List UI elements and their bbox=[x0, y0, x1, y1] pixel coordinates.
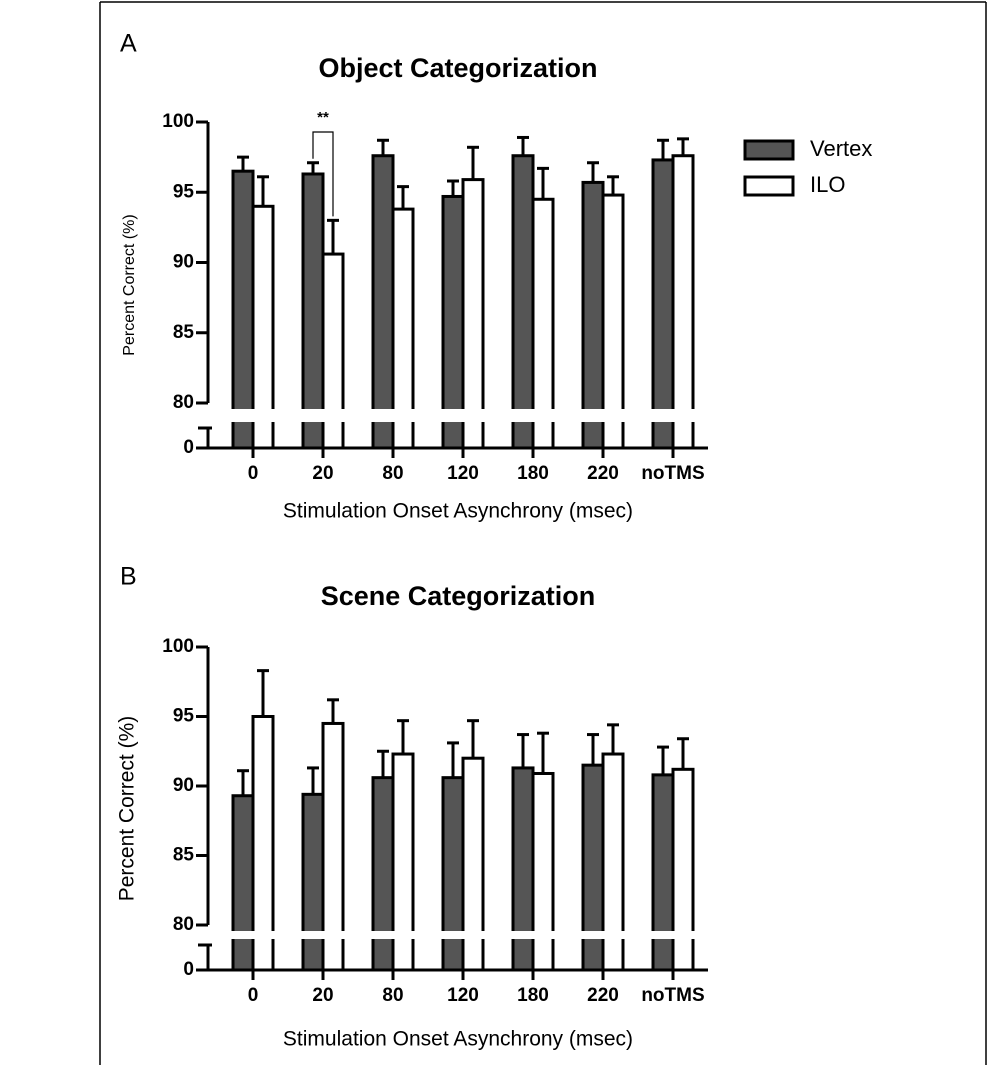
bar bbox=[581, 180, 605, 450]
x-tick-label: 120 bbox=[447, 985, 479, 1006]
legend-label: ILO bbox=[810, 172, 845, 197]
panel-label: A bbox=[120, 30, 137, 58]
bar bbox=[301, 792, 325, 972]
bar bbox=[371, 776, 395, 972]
bar bbox=[671, 154, 695, 450]
significance-label: ** bbox=[317, 109, 329, 126]
bar bbox=[371, 154, 395, 450]
x-tick-label: noTMS bbox=[641, 463, 704, 484]
x-tick-label: 220 bbox=[587, 463, 619, 484]
legend-label: Vertex bbox=[810, 136, 872, 161]
x-tick-label: 0 bbox=[248, 985, 259, 1006]
bar bbox=[231, 794, 255, 972]
y-tick-label: 90 bbox=[173, 775, 194, 796]
x-tick-label: 180 bbox=[517, 985, 549, 1006]
x-tick-label: 0 bbox=[248, 463, 259, 484]
y-tick-label: 80 bbox=[173, 914, 194, 935]
y-axis-label: Percent Correct (%) bbox=[121, 214, 138, 355]
bar bbox=[231, 169, 255, 450]
bar bbox=[511, 154, 535, 450]
x-tick-label: 80 bbox=[382, 463, 403, 484]
x-tick-label: 120 bbox=[447, 463, 479, 484]
x-tick-label: 20 bbox=[312, 985, 333, 1006]
x-tick-label: 180 bbox=[517, 463, 549, 484]
chart-title: Scene Categorization bbox=[321, 581, 596, 611]
bar bbox=[511, 766, 535, 972]
x-tick-label: noTMS bbox=[641, 985, 704, 1006]
chart-title: Object Categorization bbox=[318, 53, 597, 83]
bar bbox=[301, 172, 325, 450]
bar bbox=[461, 178, 485, 450]
axis-break-gap bbox=[193, 409, 713, 422]
bar bbox=[651, 773, 675, 972]
y-tick-label: 85 bbox=[173, 845, 195, 866]
y-tick-label: 85 bbox=[173, 322, 195, 343]
y-tick-label: 0 bbox=[183, 437, 194, 458]
legend-swatch bbox=[743, 139, 795, 161]
bar bbox=[531, 771, 555, 972]
y-axis-label: Percent Correct (%) bbox=[116, 716, 139, 902]
bar bbox=[441, 776, 465, 972]
y-tick-label: 95 bbox=[173, 181, 195, 202]
y-tick-label: 100 bbox=[162, 111, 194, 132]
axis-break-gap bbox=[193, 931, 713, 939]
y-tick-label: 100 bbox=[162, 636, 194, 657]
bar bbox=[581, 763, 605, 972]
significance-bracket bbox=[312, 131, 334, 217]
legend: Vertex ILO bbox=[743, 136, 872, 197]
y-tick-label: 90 bbox=[173, 252, 194, 273]
y-tick-label: 0 bbox=[183, 959, 194, 980]
x-tick-label: 80 bbox=[382, 985, 403, 1006]
bar bbox=[671, 767, 695, 972]
y-tick-label: 95 bbox=[173, 706, 195, 727]
y-tick-label: 80 bbox=[173, 392, 194, 413]
x-tick-label: 20 bbox=[312, 463, 333, 484]
x-axis-label: Stimulation Onset Asynchrony (msec) bbox=[283, 500, 633, 523]
bar bbox=[651, 158, 675, 450]
x-axis-label: Stimulation Onset Asynchrony (msec) bbox=[283, 1028, 633, 1051]
panel-label: B bbox=[120, 563, 137, 591]
legend-swatch bbox=[743, 175, 795, 197]
x-tick-label: 220 bbox=[587, 985, 619, 1006]
